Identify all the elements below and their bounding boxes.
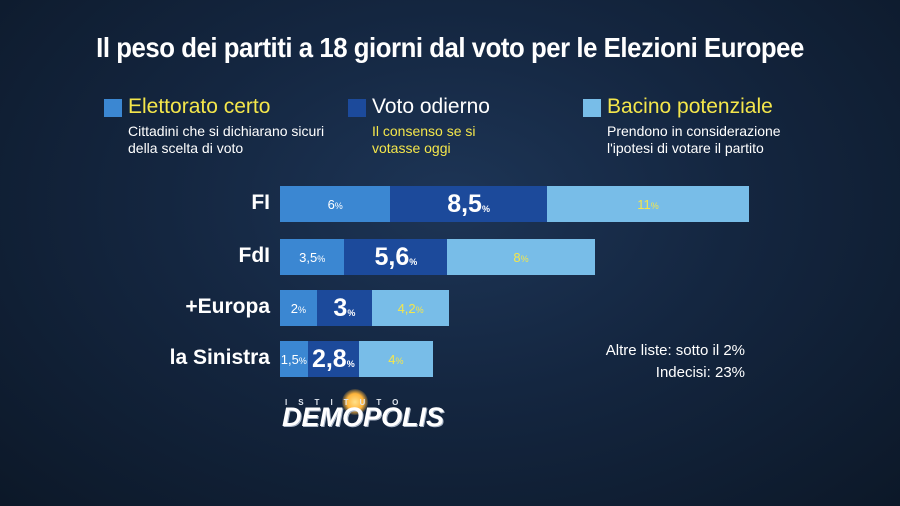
bar-value-label: 4%: [388, 351, 404, 367]
bar-value-label: 5,6%: [374, 242, 418, 271]
bar-segment: 3,5%: [280, 239, 345, 275]
legend-swatch: [104, 99, 122, 117]
bar-value-label: 3%: [333, 293, 356, 322]
bar-value-label: 8,5%: [447, 189, 490, 218]
bar-segment: 2%: [280, 290, 317, 326]
bar-value-label: 2%: [290, 300, 307, 316]
legend-name: Bacino potenziale: [607, 95, 773, 118]
legend-swatch: [348, 99, 366, 117]
legend-swatch: [583, 99, 601, 117]
bar-segment: 8,5%: [390, 186, 547, 222]
bar-value-label: 1,5%: [280, 351, 307, 367]
bar-segment: 8%: [447, 239, 595, 275]
chart-title: Il peso dei partiti a 18 giorni dal voto…: [96, 32, 804, 63]
bar-category-label: FdI: [238, 244, 271, 267]
bar-segment: 2,8%: [307, 341, 360, 377]
bar-category-label: FI: [251, 191, 270, 214]
bar-value-label: 6%: [327, 196, 343, 212]
bar-segment: 4,2%: [372, 290, 450, 326]
note-other-lists: Altre liste: sotto il 2%: [605, 342, 745, 359]
bar-value-label: 8%: [513, 249, 529, 265]
bar-segment: 6%: [280, 186, 391, 222]
bar-segment: 4%: [359, 341, 433, 377]
legend-name: Elettorato certo: [128, 95, 271, 118]
bar-segment: 5,6%: [344, 239, 448, 275]
bar-category-label: +Europa: [185, 295, 270, 318]
legend-name: Voto odierno: [372, 95, 490, 118]
logo-subtitle: ISTITUTO: [285, 398, 410, 407]
legend-description: Cittadini che si dichiarano sicuri della…: [128, 123, 325, 156]
legend-description: Prendono in considerazione l'ipotesi di …: [607, 123, 781, 156]
legend-description: Il consenso se si votasse oggi: [372, 123, 476, 156]
logo-sun-icon: [342, 389, 368, 415]
bar-category-label: la Sinistra: [169, 346, 270, 369]
logo: DEMOPOLIS: [282, 402, 445, 432]
bar-value-label: 4,2%: [397, 300, 424, 316]
bar-segment: 3%: [316, 290, 372, 326]
bar-value-label: 11%: [637, 196, 659, 212]
note-undecided: Indecisi: 23%: [655, 364, 745, 381]
bar-segment: 1,5%: [280, 341, 308, 377]
bar-value-label: 2,8%: [311, 344, 355, 373]
bar-value-label: 3,5%: [299, 249, 326, 265]
bar-segment: 11%: [546, 186, 750, 222]
